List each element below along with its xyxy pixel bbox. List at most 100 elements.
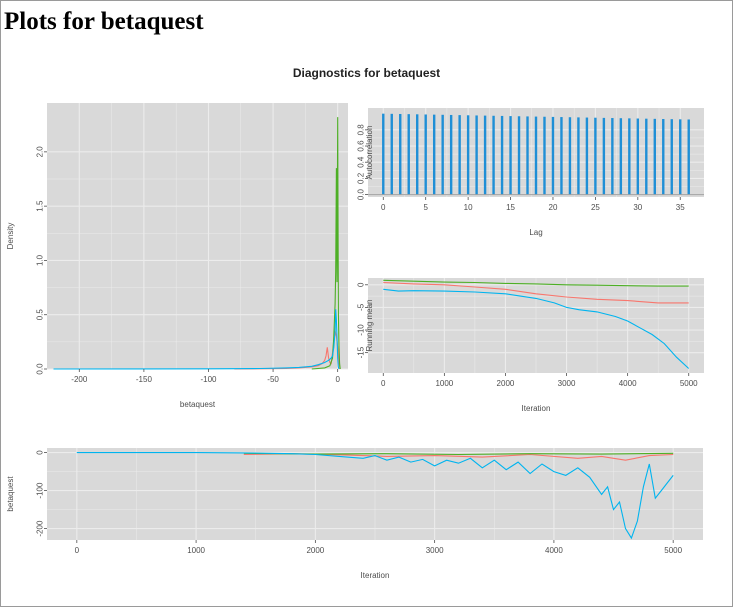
acf-bar [466,115,470,195]
acf-bar [407,114,410,195]
acf-x-tick-label: 20 [549,203,558,212]
acf-bar [382,113,385,195]
acf-x-tick-label: 35 [676,203,685,212]
trace-x-tick-label: 3000 [426,546,444,555]
running-mean-series-3 [383,288,690,369]
acf-bar [602,117,606,195]
density-x-tick-label: -100 [200,375,217,384]
running-mean-y-tick-label: -5 [356,303,365,311]
acf-bar [619,118,623,195]
acf-bar [568,117,572,195]
acf-bar [432,114,436,195]
running-mean-grid [368,278,704,373]
acf-bar [670,119,673,195]
running-mean-x-axis-label: Iteration [522,404,551,413]
acf-y-tick-label: 0.6 [356,140,365,152]
acf-x-tick-label: 30 [633,203,642,212]
trace-x-tick-label: 1000 [187,546,205,555]
acf-bar [577,117,580,195]
running-mean-x-tick-label: 5000 [680,379,698,388]
acf-bar [679,119,682,195]
acf-y-axis-label: Autocorrelation [365,126,374,180]
trace-series-1 [243,453,674,461]
trace-series-3 [76,452,674,540]
acf-y-tick-label: 0.8 [356,124,365,136]
acf-bar [526,116,529,195]
density-x-tick-label: -50 [267,375,279,384]
running-mean-y-tick-label: -10 [356,324,365,336]
density-y-tick-label: 0.0 [35,363,44,375]
trace-panel: 0 1000 2000 3000 4000 5000 0 -100 -200 Iteration b… [6,448,703,580]
running-mean-x-tick-label: 1000 [435,379,453,388]
density-panel: -200 -150 -100 -50 0 0.0 0.5 1.0 1.5 2.0 betaquest… [6,103,348,409]
acf-y-tick-label: 0.2 [356,172,365,184]
acf-bar [628,118,631,195]
acf-bar [594,117,597,195]
acf-bar [560,117,563,195]
acf-bar [653,118,656,195]
running-mean-x-tick-label: 3000 [558,379,576,388]
trace-x-tick-label: 4000 [545,546,563,555]
acf-y-tick-label: 0.4 [356,156,365,168]
density-x-tick-label: 0 [335,375,340,384]
density-background [47,103,348,369]
acf-bar [517,116,521,195]
acf-bar [483,115,487,195]
acf-bar [475,115,478,195]
running-mean-series-2 [383,279,689,287]
density-y-axis-label: Density [6,223,15,250]
acf-bar [543,116,546,195]
acf-x-tick-label: 0 [381,203,386,212]
acf-bar [551,116,555,195]
acf-x-tick-label: 15 [506,203,515,212]
acf-bar [611,118,614,195]
acf-bar [585,117,589,195]
acf-bar [662,119,665,195]
trace-x-tick-label: 0 [75,546,80,555]
density-x-tick-label: -200 [71,375,88,384]
density-y-tick-label: 2.0 [35,146,44,158]
trace-y-tick-label: 0 [35,450,44,455]
acf-bar [424,114,427,195]
trace-y-axis-label: betaquest [6,476,15,512]
acf-bar [500,115,504,195]
density-x-axis-label: betaquest [180,400,216,409]
acf-x-axis-label: Lag [529,228,542,237]
page-title: Plots for betaquest [4,8,204,35]
acf-bar [458,115,461,195]
running-mean-y-tick-label: -15 [356,346,365,358]
acf-x-tick-label: 5 [423,203,428,212]
acf-bar [416,114,419,195]
acf-panel: 0 5 10 15 20 25 30 35 0.0 0.2 0.4 0.6 0.8 Lag Autocorr… [356,108,704,237]
acf-bar [645,118,648,195]
acf-bar [441,114,444,195]
figure-title: Diagnostics for betaquest [292,66,441,80]
acf-y-tick-label: 0.0 [356,188,365,200]
acf-x-tick-label: 25 [591,203,600,212]
acf-bar [687,119,690,195]
trace-x-tick-label: 5000 [664,546,682,555]
density-y-tick-label: 1.5 [35,200,44,212]
running-mean-x-tick-label: 2000 [497,379,515,388]
density-series-2 [311,117,341,370]
running-mean-x-tick-label: 4000 [619,379,637,388]
trace-y-tick-label: -200 [35,520,44,537]
running-mean-y-tick-label: 0 [356,282,365,287]
acf-bar [534,116,538,195]
acf-bar [449,114,453,195]
acf-bar [390,113,393,195]
density-y-tick-label: 1.0 [35,254,44,266]
trace-x-axis-label: Iteration [361,571,390,580]
running-mean-y-axis-label: Running mean [365,299,374,351]
density-series-3 [53,309,340,370]
acf-bar [636,118,640,195]
trace-x-tick-label: 2000 [306,546,324,555]
acf-bar [509,116,512,195]
running-mean-x-tick-label: 0 [381,379,386,388]
acf-x-tick-label: 10 [464,203,473,212]
density-y-tick-label: 0.5 [35,309,44,321]
trace-y-tick-label: -100 [35,482,44,499]
acf-bar [492,115,495,195]
running-mean-panel: 0 1000 2000 3000 4000 5000 0 -5 -10 -15 Iteration R… [356,278,704,413]
